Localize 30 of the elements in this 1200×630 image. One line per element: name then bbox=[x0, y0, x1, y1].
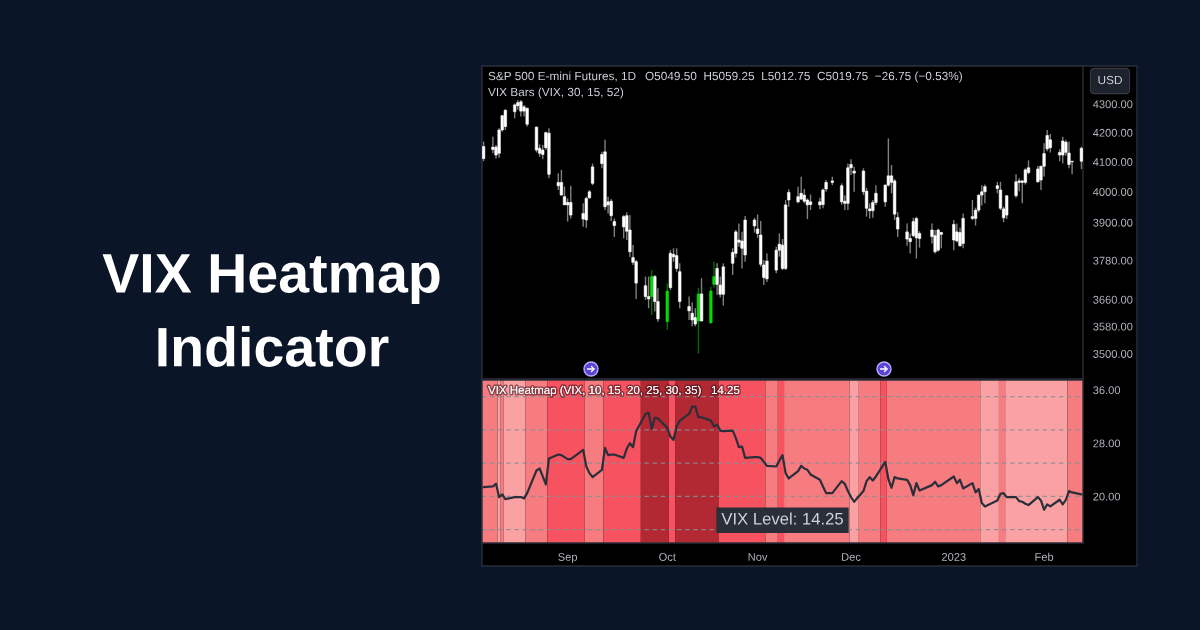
x-tick-label: Feb bbox=[1035, 552, 1054, 561]
y-tick-label: 36.00 bbox=[1093, 386, 1121, 395]
y-tick-label: 20.00 bbox=[1093, 492, 1121, 501]
text: VIX Bars (VIX, 30, 15, 52) bbox=[488, 87, 624, 99]
y-tick-label: 3500.00 bbox=[1093, 350, 1133, 358]
y-tick-label: 3660.00 bbox=[1093, 295, 1133, 304]
candlestick bbox=[1017, 177, 1021, 192]
x-tick-label: 2023 bbox=[941, 553, 966, 561]
x-tick-label: Dec bbox=[842, 553, 861, 561]
candlestick bbox=[534, 125, 539, 154]
annotation: 14.25 bbox=[711, 385, 740, 395]
candlestick bbox=[491, 135, 495, 154]
annotation: VIX Level: 14.25 bbox=[721, 512, 843, 525]
y-tick-label: 3580.00 bbox=[1093, 322, 1133, 331]
x-tick-label: Sep bbox=[558, 553, 578, 564]
y-tick-label: 3900.00 bbox=[1093, 218, 1133, 227]
chart-title: S&P 500 E-mini Futures, 1D bbox=[488, 71, 636, 82]
y-tick-label: 4000.00 bbox=[1092, 188, 1133, 196]
x-tick-label: Nov bbox=[748, 553, 768, 561]
y-tick-label: 4200.00 bbox=[1092, 128, 1133, 137]
chart-title: VIX Heatmap (VIX, 10, 15, 20, 25, 30, 35) bbox=[488, 385, 701, 397]
y-tick-label: 4100.00 bbox=[1092, 158, 1133, 166]
text: VIX Heatmap Indicator bbox=[102, 254, 440, 367]
y-tick-label: 28.00 bbox=[1093, 439, 1121, 448]
y-tick-label: 4300.00 bbox=[1092, 100, 1133, 109]
y-tick-label: 3780.00 bbox=[1093, 256, 1133, 265]
x-tick-label: Oct bbox=[659, 553, 676, 561]
candlestick bbox=[516, 99, 520, 111]
annotation: O5049.50 H5059.25 L5012.75 C5019.75 −26.75 (−0.53%) bbox=[645, 71, 962, 83]
text: USD bbox=[1098, 75, 1122, 85]
